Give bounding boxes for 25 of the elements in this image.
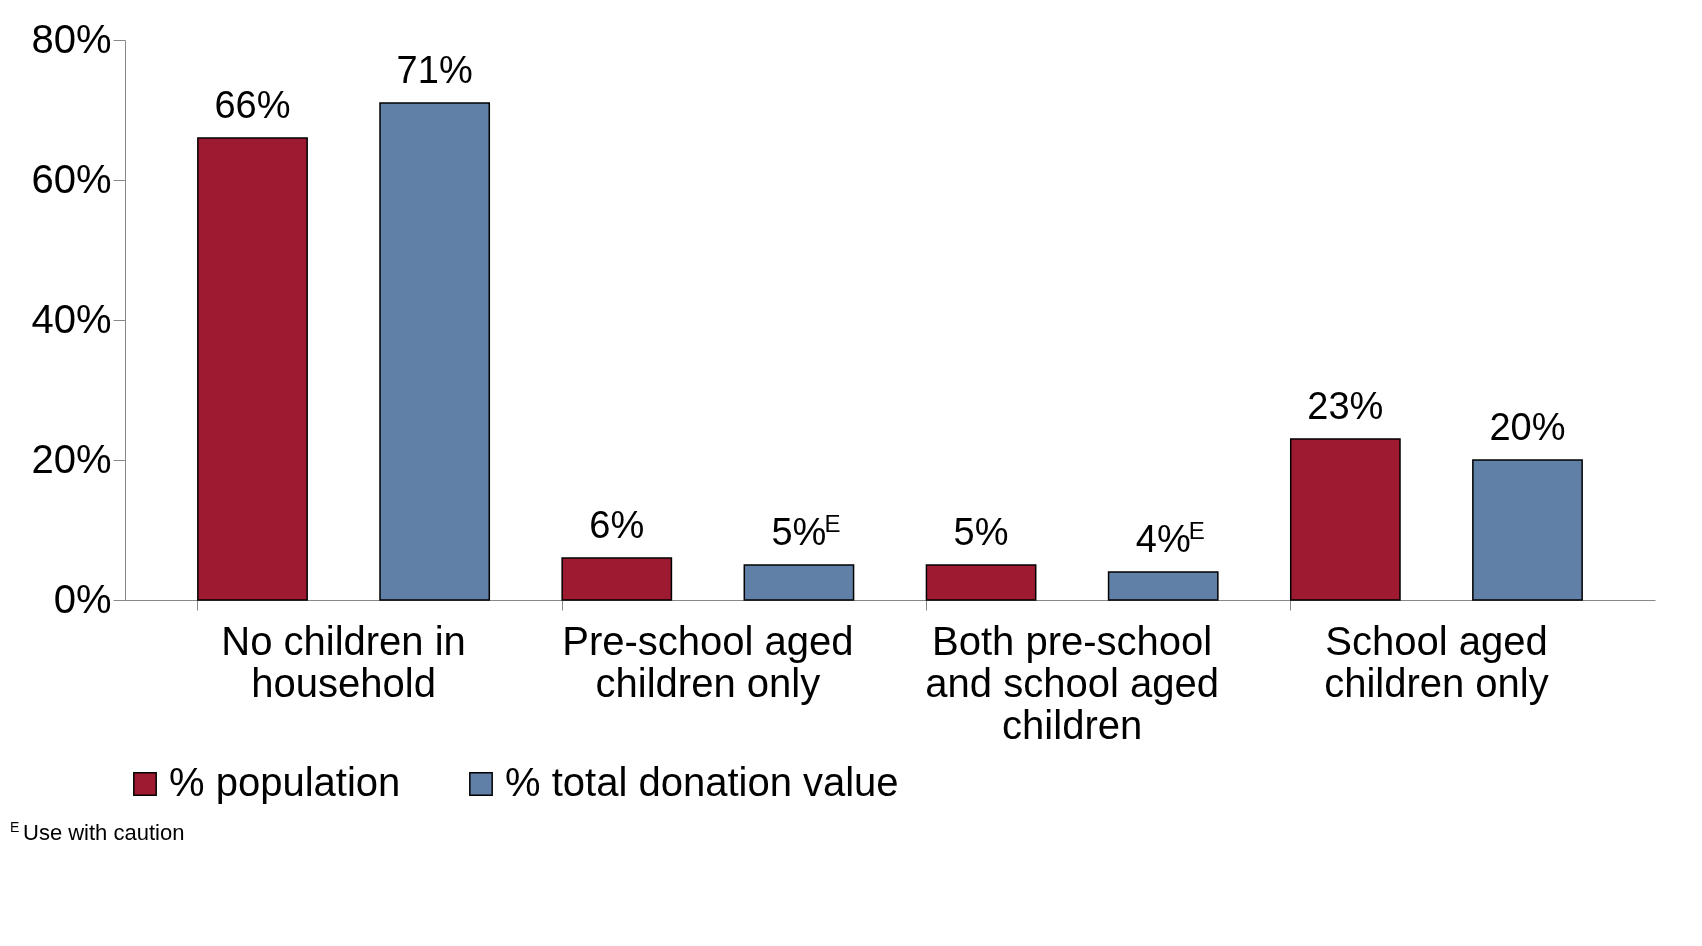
x-tick-label: School aged children only [1324, 618, 1549, 705]
y-tick-label: 80% [31, 16, 112, 61]
data-label: 20% [1489, 406, 1566, 448]
bar [561, 557, 673, 601]
bar [379, 102, 491, 601]
bar [1289, 438, 1401, 601]
y-tick-label: 20% [31, 436, 112, 481]
y-tick-label: 40% [31, 296, 112, 341]
x-tick-label: No children in household [221, 618, 466, 705]
bar [1472, 459, 1583, 601]
bar [743, 564, 855, 601]
data-label: 66% [214, 84, 291, 126]
data-label: 71% [396, 49, 473, 91]
y-tick-label: 60% [31, 156, 112, 201]
x-tick-label: Pre-school aged children only [562, 618, 854, 705]
bar [197, 137, 308, 601]
data-label: 5% [953, 511, 1009, 553]
y-tick-label: 0% [53, 576, 112, 621]
data-label: 6% [589, 504, 645, 546]
bar [1107, 571, 1219, 601]
x-tick-label: Both pre-school and school aged children [925, 618, 1219, 747]
bar [925, 564, 1037, 601]
legend-label: % total donation value [505, 760, 899, 804]
legend-label: % population [169, 760, 401, 804]
data-label: 23% [1307, 385, 1384, 427]
